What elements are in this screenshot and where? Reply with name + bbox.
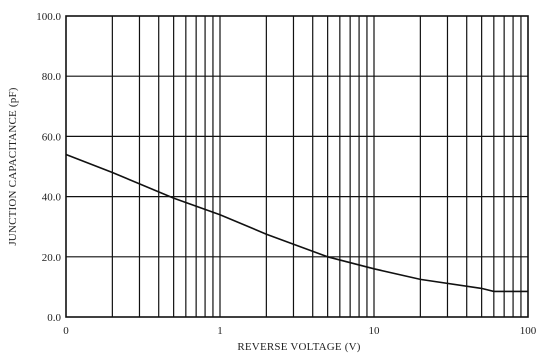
capacitance-curve bbox=[65, 153, 528, 293]
y-tick-label: 60.0 bbox=[42, 131, 62, 143]
x-tick-label: 0 bbox=[63, 325, 69, 337]
x-grid bbox=[111, 16, 522, 317]
y-tick-label: 40.0 bbox=[42, 192, 62, 204]
y-tick-label: 80.0 bbox=[42, 71, 62, 83]
y-tick-label: 100.0 bbox=[36, 11, 61, 23]
x-tick-label: 1 bbox=[217, 325, 223, 337]
x-tick-label: 10 bbox=[369, 325, 381, 337]
y-grid bbox=[66, 75, 528, 258]
plot-frame bbox=[65, 15, 529, 318]
y-axis-title: JUNCTION CAPACITANCE (pF) bbox=[7, 87, 19, 245]
y-tick-label: 20.0 bbox=[42, 252, 62, 264]
y-tick-label: 0.0 bbox=[47, 312, 61, 324]
y-tick-labels: 0.0 20.0 40.0 60.0 80.0 100.0 bbox=[36, 11, 61, 324]
x-axis-title: REVERSE VOLTAGE (V) bbox=[237, 341, 360, 353]
x-tick-labels: 0 1 10 100 bbox=[63, 325, 537, 337]
x-tick-label: 100 bbox=[520, 325, 537, 337]
